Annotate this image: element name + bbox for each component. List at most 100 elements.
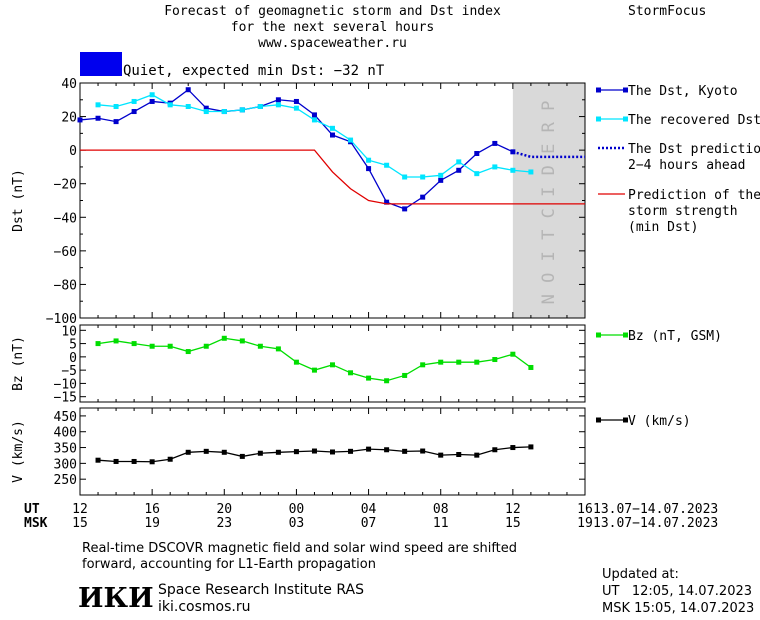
data-point	[167, 343, 173, 349]
data-point	[257, 104, 263, 109]
series-line	[97, 94, 531, 178]
data-point	[456, 167, 462, 173]
chart-title-line2: for the next several hours	[230, 20, 435, 35]
data-point	[492, 164, 498, 170]
data-point	[95, 457, 101, 463]
y-tick-label: 20	[61, 111, 77, 126]
prediction-letter: R	[539, 121, 559, 132]
legend-marker	[596, 332, 601, 338]
y-tick-label: −60	[54, 245, 77, 260]
y-tick-label: −10	[54, 377, 77, 392]
data-point	[221, 449, 227, 455]
institute-website: iki.cosmos.ru	[158, 599, 251, 615]
legend-marker	[623, 116, 628, 122]
data-point	[456, 452, 462, 458]
data-point	[510, 167, 516, 173]
data-point	[185, 349, 191, 355]
data-point	[366, 446, 372, 452]
data-point	[492, 140, 498, 146]
prediction-letter: N	[539, 294, 559, 304]
prediction-letter: T	[539, 230, 559, 240]
prediction-letter: I	[539, 251, 559, 261]
data-point	[438, 177, 444, 183]
data-point	[348, 448, 354, 454]
data-point	[420, 194, 426, 200]
data-point	[366, 375, 372, 381]
footer-note-line2: forward, accounting for L1-Earth propaga…	[82, 557, 376, 572]
y-tick-label: 300	[54, 457, 77, 472]
data-point	[149, 92, 155, 98]
data-point	[149, 459, 155, 465]
ut-tick-label: 12	[505, 502, 521, 517]
data-point	[528, 444, 534, 450]
y-tick-label: 10	[61, 324, 77, 339]
legend-label: 2−4 hours ahead	[628, 158, 745, 173]
chart-title-line1: Forecast of geomagnetic storm and Dst in…	[164, 4, 501, 19]
data-point	[438, 452, 444, 458]
data-point	[474, 171, 480, 177]
data-point	[275, 97, 281, 103]
data-point	[330, 449, 335, 455]
data-point	[492, 357, 498, 363]
data-point	[456, 159, 462, 165]
y-tick-label: −15	[54, 391, 77, 406]
data-point	[402, 206, 408, 212]
legend-marker	[596, 87, 601, 93]
data-point	[131, 341, 137, 347]
data-point	[438, 172, 444, 178]
data-point	[456, 359, 462, 365]
y-tick-label: 350	[54, 442, 77, 457]
y-axis-label: Bz (nT)	[11, 336, 26, 391]
data-point	[402, 174, 408, 180]
data-point	[221, 335, 227, 341]
y-tick-label: −20	[54, 178, 77, 193]
prediction-letter: E	[539, 144, 559, 154]
data-point	[438, 359, 444, 365]
ut-tick-label: 20	[216, 502, 232, 517]
data-point	[203, 105, 209, 111]
updated-msk: MSK 15:05, 14.07.2023	[602, 601, 755, 616]
data-point	[384, 378, 390, 384]
data-point	[203, 109, 209, 115]
msk-tick-label: 15	[72, 516, 88, 531]
brand-name: StormFocus	[628, 4, 707, 19]
data-point	[185, 449, 191, 455]
updated-ut: UT 12:05, 14.07.2023	[602, 584, 753, 599]
data-point	[239, 338, 245, 344]
data-point	[402, 372, 408, 378]
status-color-box	[80, 52, 122, 76]
prediction-letter: C	[539, 208, 559, 218]
data-point	[402, 448, 408, 454]
data-point	[149, 343, 155, 349]
msk-axis-label: MSK	[24, 516, 48, 531]
series-line	[512, 150, 585, 159]
data-point	[330, 362, 335, 368]
data-point	[384, 447, 390, 453]
data-point	[330, 125, 335, 131]
ut-tick-label: 12	[72, 502, 88, 517]
data-point	[492, 447, 498, 453]
data-point	[474, 452, 480, 458]
data-point	[167, 102, 173, 108]
website-url: www.spaceweather.ru	[258, 36, 407, 51]
legend-label: storm strength	[628, 204, 738, 219]
y-tick-label: 0	[69, 351, 77, 366]
y-tick-label: 40	[61, 77, 77, 92]
iki-logo: ИКИ	[78, 583, 154, 614]
data-point	[420, 448, 426, 454]
y-axis-label: Dst (nT)	[11, 169, 26, 232]
legend-marker	[596, 116, 601, 122]
data-point	[203, 448, 209, 454]
data-point	[275, 346, 281, 352]
prediction-letter: O	[539, 273, 559, 283]
data-point	[366, 157, 372, 163]
data-point	[510, 445, 516, 451]
legend-label: V (km/s)	[628, 414, 691, 429]
data-point	[420, 174, 426, 180]
ut-axis-label: UT	[24, 502, 40, 517]
series-line	[97, 337, 532, 382]
ut-date-range: 13.07−14.07.2023	[593, 502, 719, 517]
data-point	[275, 102, 281, 108]
footer-note-line1: Real-time DSCOVR magnetic field and sola…	[82, 541, 518, 556]
y-tick-label: 5	[69, 338, 77, 353]
